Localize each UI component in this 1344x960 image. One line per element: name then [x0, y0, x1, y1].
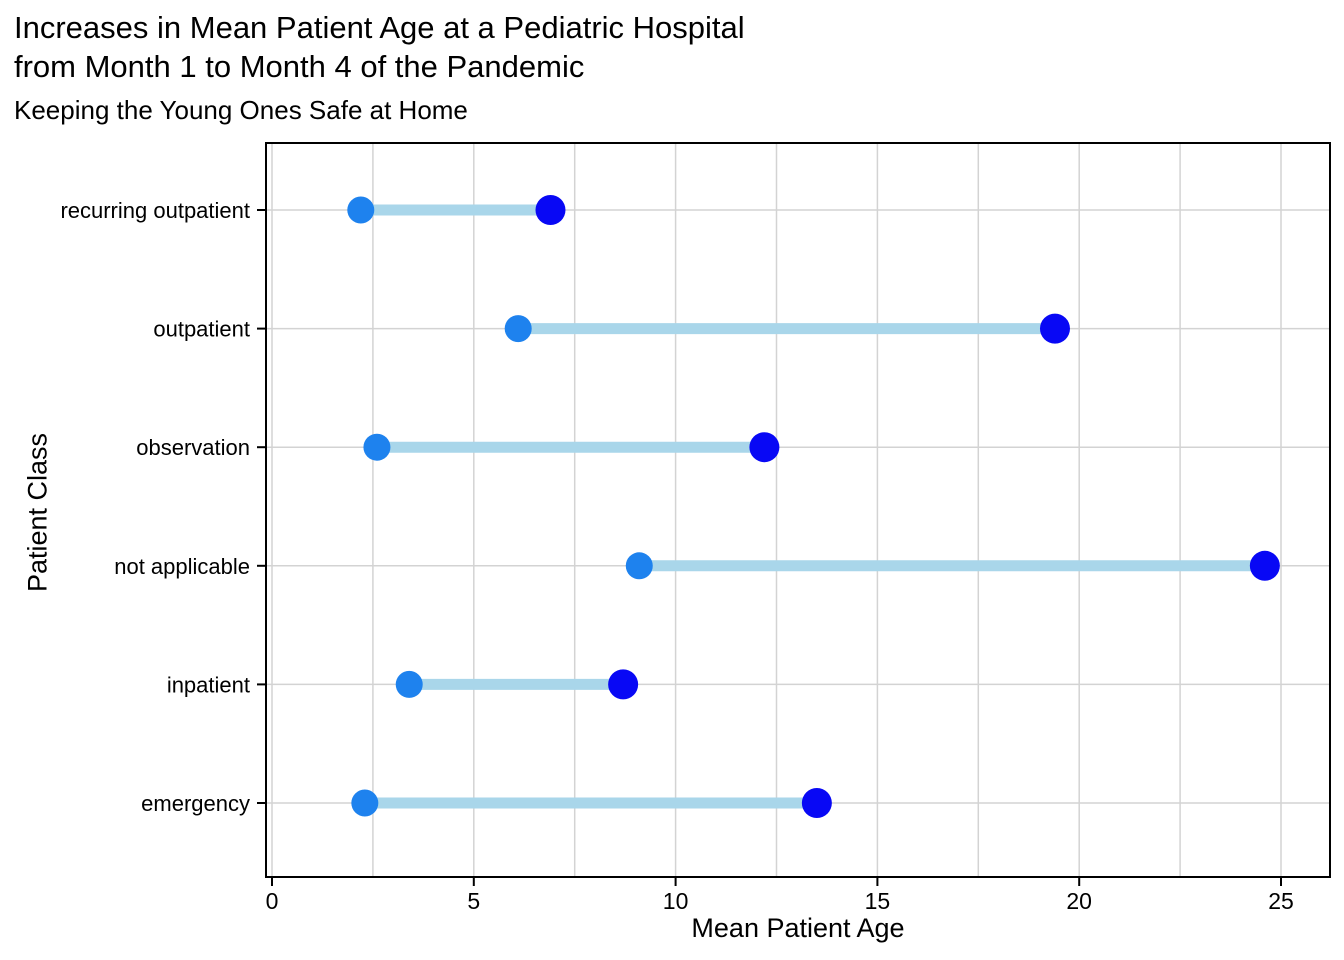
month4-dot: [535, 195, 566, 225]
x-axis-title: Mean Patient Age: [691, 913, 905, 943]
y-tick-label: recurring outpatient: [60, 198, 250, 223]
month1-dot: [363, 433, 391, 461]
y-tick-label: emergency: [141, 791, 250, 816]
month1-dot: [347, 196, 375, 224]
y-tick-label: not applicable: [114, 554, 250, 579]
month4-dot: [608, 669, 639, 700]
x-tick-label: 20: [1066, 888, 1092, 914]
chart-title: Increases in Mean Patient Age at a Pedia…: [14, 10, 745, 84]
month4-dot: [1039, 313, 1070, 344]
month1-dot: [625, 552, 653, 580]
month1-dot: [395, 670, 423, 698]
month4-dot: [1249, 550, 1280, 581]
month1-dot: [351, 789, 379, 817]
month1-dot: [504, 315, 532, 343]
y-tick-label: outpatient: [153, 317, 250, 342]
x-tick-label: 0: [266, 888, 279, 914]
x-tick-label: 25: [1268, 888, 1294, 914]
month4-dot: [749, 432, 780, 463]
y-tick-label: observation: [136, 435, 250, 460]
x-tick-label: 10: [663, 888, 689, 914]
panel-border: [265, 142, 1331, 878]
x-tick-label: 15: [865, 888, 891, 914]
month4-dot: [801, 788, 832, 818]
y-tick-label: inpatient: [167, 672, 250, 697]
y-axis-title: Patient Class: [22, 432, 53, 593]
chart-subtitle: Keeping the Young Ones Safe at Home: [14, 95, 468, 125]
x-tick-label: 5: [467, 888, 480, 914]
